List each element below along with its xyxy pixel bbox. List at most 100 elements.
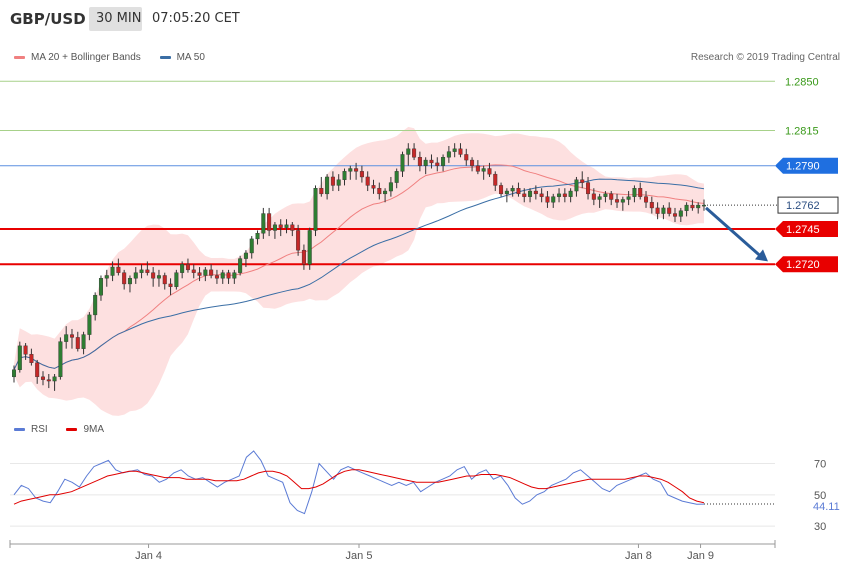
candle-body bbox=[278, 224, 283, 228]
candle-body bbox=[388, 182, 393, 192]
candle bbox=[493, 171, 498, 192]
legend-item-ma50: MA 50 bbox=[159, 52, 205, 63]
candle bbox=[69, 328, 74, 349]
candle-body bbox=[383, 190, 388, 195]
candle bbox=[470, 157, 475, 172]
clock-label: 07:05:20 CET bbox=[152, 11, 240, 26]
candle-body bbox=[626, 196, 631, 200]
candle bbox=[371, 179, 376, 194]
level-label-1-2790: 1.2790 bbox=[786, 161, 820, 173]
candle-body bbox=[301, 249, 306, 265]
candle-body bbox=[75, 337, 80, 349]
candle bbox=[423, 157, 428, 175]
candle-body bbox=[272, 224, 277, 231]
price-panel: 1.2850 1.2815 1.2790 1.2762 1.2745 1.2720 bbox=[0, 76, 839, 416]
candle bbox=[35, 359, 40, 384]
candle-body bbox=[493, 173, 498, 186]
candle-body bbox=[487, 168, 492, 175]
rsi-tick-30: 30 bbox=[814, 521, 826, 533]
candle bbox=[394, 168, 399, 189]
candle bbox=[29, 348, 34, 366]
candle bbox=[435, 157, 440, 172]
candle bbox=[673, 207, 678, 222]
candle-body bbox=[504, 190, 509, 195]
candle-body bbox=[394, 171, 399, 183]
legend-label-9ma: 9MA bbox=[83, 424, 105, 435]
level-label-1-2762: 1.2762 bbox=[786, 200, 820, 212]
candle-body bbox=[214, 275, 219, 279]
candle bbox=[139, 264, 144, 279]
candle bbox=[46, 374, 51, 389]
candle-body bbox=[116, 266, 121, 273]
candle bbox=[127, 275, 132, 293]
candle-body bbox=[452, 148, 457, 152]
candle bbox=[383, 188, 388, 203]
candle-body bbox=[557, 193, 562, 197]
header-bar: GBP/USD 30 MIN 07:05:20 CET bbox=[0, 0, 850, 40]
candle bbox=[93, 292, 98, 321]
candle bbox=[162, 272, 167, 290]
candle-body bbox=[98, 278, 103, 296]
candle-body bbox=[464, 154, 469, 161]
candle bbox=[348, 165, 353, 180]
candle-body bbox=[64, 334, 69, 342]
timeframe-box[interactable] bbox=[89, 7, 142, 31]
candle bbox=[586, 176, 591, 200]
candle bbox=[452, 143, 457, 158]
candle bbox=[81, 331, 86, 355]
bollinger-band bbox=[14, 126, 704, 416]
candle-body bbox=[238, 258, 243, 273]
candle-body bbox=[209, 269, 214, 276]
candle-body bbox=[122, 272, 127, 285]
candle bbox=[377, 182, 382, 200]
candle-body bbox=[545, 196, 550, 203]
x-tick-label: Jan 5 bbox=[345, 550, 373, 562]
candle bbox=[441, 154, 446, 172]
candle-body bbox=[667, 207, 672, 214]
candle-body bbox=[620, 199, 625, 203]
candle-body bbox=[365, 176, 370, 186]
candle bbox=[649, 196, 654, 214]
candle-body bbox=[58, 341, 63, 378]
candle-body bbox=[249, 238, 254, 254]
candle-body bbox=[185, 264, 190, 271]
candle bbox=[133, 267, 138, 284]
forecast-arrow-line bbox=[705, 206, 763, 259]
candle bbox=[197, 267, 202, 282]
candle bbox=[214, 269, 219, 284]
candle bbox=[209, 264, 214, 279]
candle-body bbox=[644, 196, 649, 203]
candle-body bbox=[412, 148, 417, 158]
candle bbox=[267, 207, 272, 237]
candle bbox=[580, 171, 585, 189]
ma50-line bbox=[13, 178, 705, 371]
candle bbox=[661, 205, 666, 220]
candle bbox=[272, 222, 277, 239]
candle bbox=[330, 171, 335, 192]
candle bbox=[406, 143, 411, 166]
level-label-1-2815: 1.2815 bbox=[785, 126, 819, 138]
candle-body bbox=[435, 162, 440, 166]
legend-label-rsi: RSI bbox=[31, 424, 48, 435]
legend-item-9ma: 9MA bbox=[66, 424, 104, 435]
candle-body bbox=[87, 314, 92, 335]
candle-body bbox=[539, 193, 544, 197]
rsi-line bbox=[13, 450, 705, 515]
candle-body bbox=[313, 188, 318, 231]
candle bbox=[655, 202, 660, 220]
candle-body bbox=[325, 176, 330, 195]
candle-body bbox=[586, 182, 591, 195]
level-label-1-2850: 1.2850 bbox=[785, 76, 819, 88]
candle-body bbox=[145, 269, 150, 273]
candle bbox=[568, 188, 573, 203]
candle bbox=[354, 162, 359, 180]
candle-body bbox=[330, 176, 335, 186]
level-tag-support bbox=[775, 221, 838, 238]
candle bbox=[249, 236, 254, 259]
timeframe-label[interactable]: 30 MIN bbox=[96, 11, 142, 26]
candle-body bbox=[562, 193, 567, 197]
candle bbox=[52, 374, 57, 391]
candle-body bbox=[591, 193, 596, 200]
legend-item-rsi: RSI bbox=[14, 424, 48, 435]
